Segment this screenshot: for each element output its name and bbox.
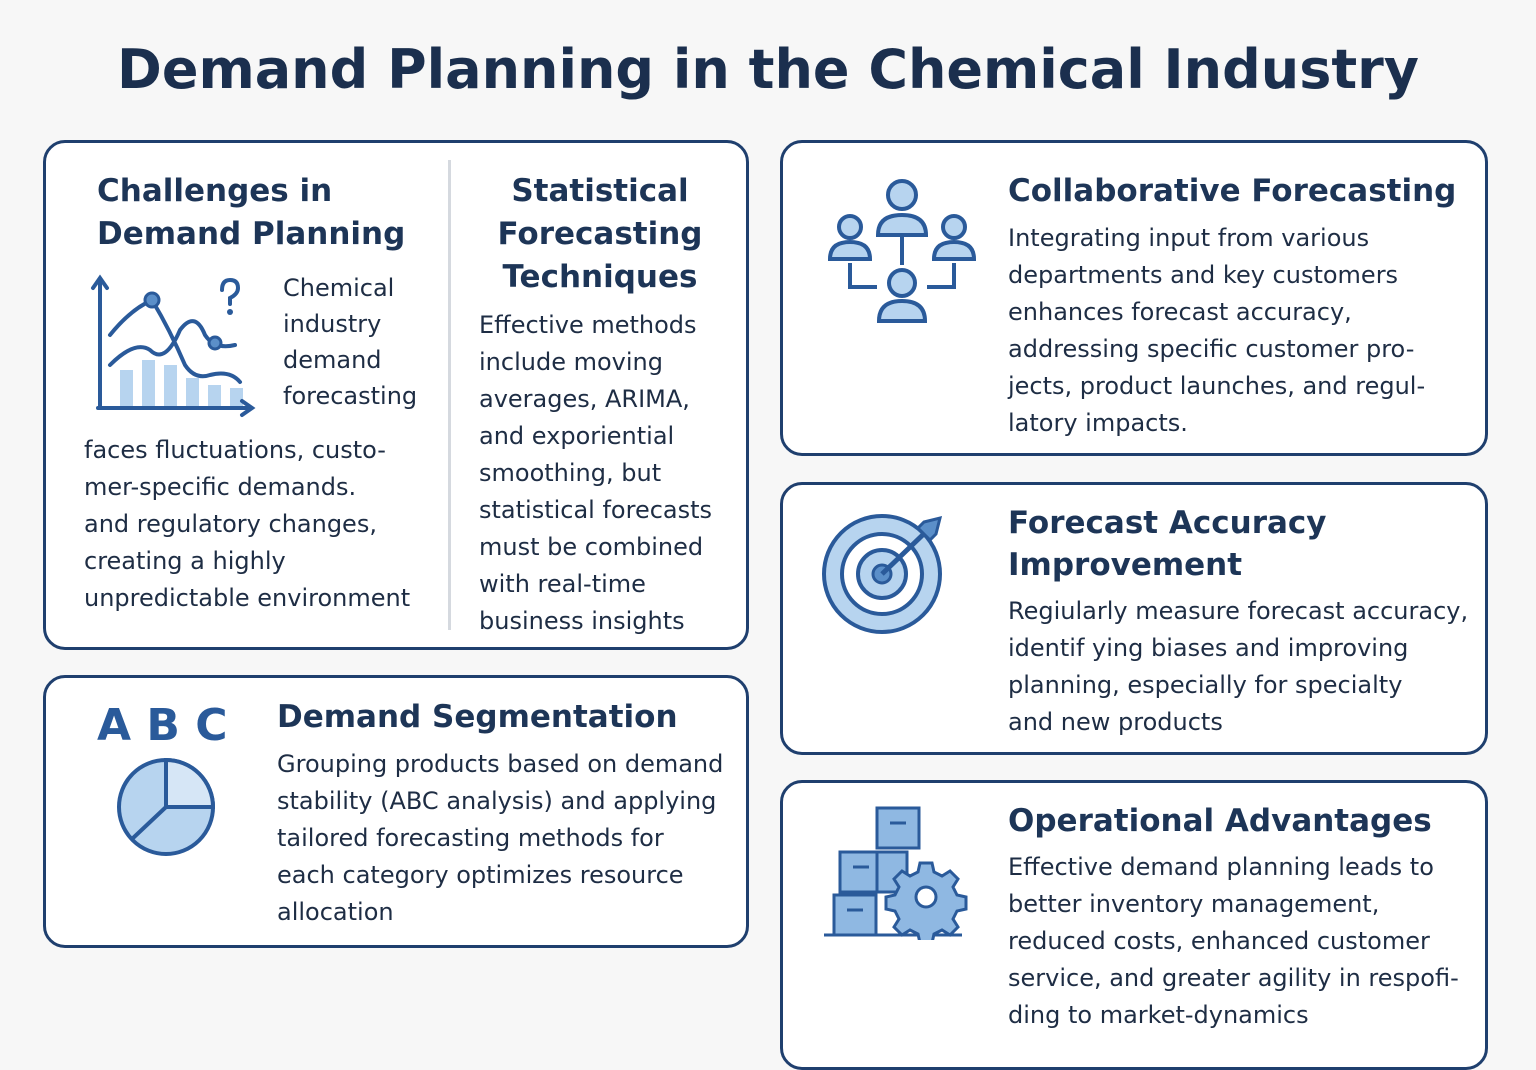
card-title: Forecast Accuracy Improvement — [1008, 502, 1327, 586]
card-text: Grouping products based on demand stabili… — [277, 746, 723, 931]
text-line: Forecast Accuracy — [1008, 505, 1327, 541]
text-line: jects, product launches, and regul- — [1008, 372, 1426, 400]
text-line: Forecasting — [497, 216, 703, 252]
text-line: creating a highly — [84, 547, 286, 575]
text-line: addressing specific customer pro- — [1008, 335, 1415, 363]
text-line: tailored forecasting methods for — [277, 824, 664, 852]
text-line: Demand Segmentation — [277, 699, 678, 735]
text-line: business insights — [479, 607, 685, 635]
text-line: Demand Planning — [97, 216, 406, 252]
text-line: demand — [283, 346, 382, 374]
card-text: Effective methods include moving averages,… — [479, 307, 712, 640]
card-title: Challenges in Demand Planning — [97, 170, 405, 256]
text-line: planning, especially for specialty — [1008, 671, 1403, 699]
text-line: Regiularly measure forecast accuracy, — [1008, 597, 1469, 625]
text-line: statistical forecasts — [479, 496, 713, 524]
text-line: departments and key customers — [1008, 261, 1399, 289]
card — [43, 140, 749, 650]
card-title: Demand Segmentation — [277, 696, 678, 739]
text-line: Operational Advantages — [1008, 803, 1432, 839]
card-title: Collaborative Forecasting — [1008, 170, 1456, 213]
target-icon — [822, 514, 943, 634]
text-line: and exporiential — [479, 422, 675, 450]
divider — [448, 160, 451, 630]
card-text: Effective demand planning leads to better… — [1008, 849, 1459, 1034]
text-line: include moving — [479, 348, 663, 376]
text-line: stability (ABC analysis) and applying — [277, 787, 717, 815]
text-line: and new products — [1008, 708, 1223, 736]
text-line: mer-specific demands. — [84, 473, 357, 501]
page-title: Demand Planning in the Chemical Industry — [117, 38, 1419, 101]
text-line: each category optimizes resource — [277, 861, 684, 889]
text-line: identif ying biases and improving — [1008, 634, 1409, 662]
text-line: service, and greater agility in respofi- — [1008, 964, 1459, 992]
text-line: latory impacts. — [1008, 409, 1188, 437]
text-line: forecasting — [283, 382, 418, 410]
people-icon — [827, 179, 977, 323]
card-text: Integrating input from various department… — [1008, 220, 1425, 442]
card-text: Chemical industry demand forecasting — [283, 270, 417, 414]
text-line: Collaborative Forecasting — [1008, 173, 1457, 209]
chart-icon — [91, 274, 256, 417]
text-line: faces fluctuations, custo- — [84, 436, 386, 464]
text-line: Techniques — [502, 259, 698, 295]
boxes-icon — [824, 806, 968, 940]
text-line: better inventory management, — [1008, 890, 1380, 918]
text-line: allocation — [277, 898, 394, 926]
pie-icon — [117, 757, 216, 856]
text-line: enhances forecast accuracy, — [1008, 298, 1352, 326]
page: Demand Planning in the Chemical Industry… — [43, 38, 1488, 1070]
card-title: Statistical Forecasting Techniques — [460, 170, 740, 299]
text-line: with real-time — [479, 570, 646, 598]
text-line: ding to market-dynamics — [1008, 1001, 1309, 1029]
text-line: industry — [283, 310, 382, 338]
text-line: reduced costs, enhanced customer — [1008, 927, 1430, 955]
text-line: smoothing, but — [479, 459, 662, 487]
text-line: Effective methods — [479, 311, 697, 339]
text-line: Statistical — [511, 173, 689, 209]
text-line: Improvement — [1008, 547, 1243, 583]
text-line: averages, ARIMA, — [479, 385, 690, 413]
text-line: Chemical — [283, 274, 395, 302]
text-line: Grouping products based on demand — [277, 750, 724, 778]
text-line: must be combined — [479, 533, 704, 561]
icon-text: A B C — [97, 700, 228, 751]
card-text: Regiularly measure forecast accuracy, ide… — [1008, 593, 1468, 741]
card-title: Operational Advantages — [1008, 800, 1432, 843]
text-line: Effective demand planning leads to — [1008, 853, 1434, 881]
text-line: Challenges in — [97, 173, 333, 209]
text-line: and regulatory changes, — [84, 510, 377, 538]
card-text: faces fluctuations, custo-mer-specific d… — [84, 432, 410, 617]
text-line: unpredictable environment — [84, 584, 411, 612]
text-line: Integrating input from various — [1008, 224, 1370, 252]
